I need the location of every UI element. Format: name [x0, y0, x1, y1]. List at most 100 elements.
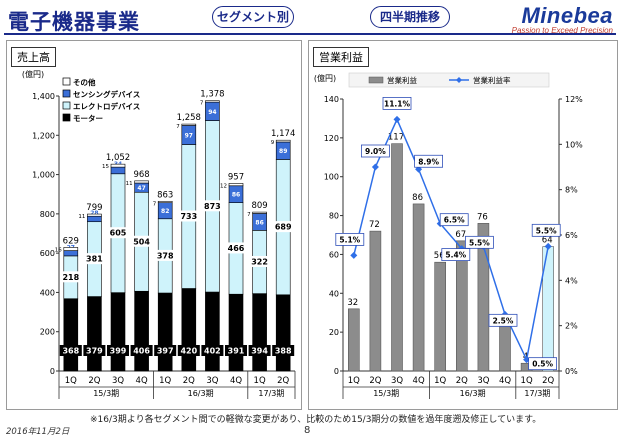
op-xtick-label: 4Q	[499, 376, 511, 386]
sales-electro-label-bg	[107, 227, 129, 239]
op-bar-value: 76	[477, 212, 488, 222]
sales-motor-label-bg	[248, 345, 271, 356]
op-panel: 営業利益 (億円) 0 20 40 60 80 100 120 140 0% 2% 4% 6% 8% 10%…	[308, 40, 618, 410]
sales-sensing-value: 94	[208, 109, 216, 116]
op-rate-label-box	[439, 213, 469, 227]
op-rate-label-box	[335, 232, 365, 246]
op-rate-label-box	[441, 248, 471, 262]
op-bar	[499, 324, 511, 372]
op-y2tick-label: 4%	[565, 276, 578, 285]
sales-sensing-value: 82	[161, 208, 169, 215]
sales-ytick-label: 200	[40, 328, 55, 337]
op-bar-value: 86	[412, 193, 423, 203]
sales-motor-label-bg	[154, 345, 177, 356]
op-legend-bar-swatch	[368, 76, 384, 84]
sales-electro-value: 466	[228, 244, 245, 253]
sales-motor-value: 388	[275, 347, 292, 356]
sales-motor-value: 402	[204, 347, 221, 356]
sales-other-value: 15	[102, 164, 109, 170]
sales-electro-value: 381	[86, 255, 103, 264]
op-rate-label-box	[464, 235, 494, 249]
sales-sensing-value: 28	[90, 210, 98, 217]
sales-motor-value: 399	[110, 347, 127, 356]
op-rate-line	[353, 117, 549, 363]
period-pill: 四半期推移	[370, 6, 450, 28]
header: 電子機器事業 セグメント別 四半期推移 Minebea Passion to E…	[0, 0, 621, 40]
sales-total-label: 809	[251, 201, 267, 211]
sales-total-label: 957	[228, 172, 244, 182]
sales-legend-swatch	[62, 113, 71, 122]
sales-motor-label-bg	[83, 345, 106, 356]
op-legend-bar-label: 営業利益	[387, 75, 417, 85]
sales-ytick-label: 1,400	[32, 92, 55, 101]
op-rate-label: 5.5%	[536, 226, 557, 235]
sales-electro-value: 322	[251, 257, 268, 266]
header-divider	[4, 33, 616, 35]
sales-period-label: 16/3期	[188, 389, 214, 398]
sales-bar-motor	[87, 296, 102, 372]
sales-legend-swatch	[62, 101, 71, 110]
sales-bar-other	[134, 180, 149, 184]
op-rate-label: 0.5%	[532, 360, 553, 369]
sales-total-label: 1,052	[106, 153, 130, 163]
op-ytick-label: 100	[324, 173, 339, 182]
op-period-label: 16/3期	[460, 389, 486, 398]
sales-other-value: 7	[176, 124, 180, 130]
sales-other-value: 9	[271, 140, 275, 146]
op-rate-label-box	[382, 97, 412, 110]
op-chart: (億円) 0 20 40 60 80 100 120 140 0% 2% 4% 6% 8% 10% 12% 32…	[314, 72, 583, 399]
op-rate-label-box	[528, 357, 558, 371]
sales-motor-label-bg	[225, 345, 247, 356]
sales-xtick-label: 2Q	[277, 376, 289, 386]
op-xtick-label: 1Q	[521, 376, 533, 386]
page-number: 8	[304, 425, 311, 436]
sales-motor-value: 406	[133, 347, 150, 356]
sales-period-label: 15/3期	[93, 389, 119, 398]
sales-bar-other	[205, 100, 220, 103]
sales-ytick-label: 1,200	[32, 131, 55, 140]
sales-bar-motor	[157, 292, 173, 372]
sales-legend-swatch	[62, 89, 71, 98]
page-title: 電子機器事業	[8, 10, 140, 34]
company-logo: Minebea Passion to Exceed Precision	[512, 3, 613, 35]
op-rate-point	[371, 163, 379, 171]
op-period-label: 15/3期	[373, 389, 399, 398]
sales-ytick-label: 400	[40, 288, 55, 297]
sales-ytick-label: 1,000	[32, 171, 55, 180]
sales-electro-label-bg	[272, 221, 295, 233]
op-rate-label: 5.4%	[445, 251, 466, 260]
op-xtick-label: 2Q	[369, 376, 381, 386]
sales-total-label: 629	[63, 236, 79, 246]
op-ytick-label: 40	[329, 289, 339, 298]
sales-other-value: 7	[247, 212, 251, 218]
sales-motor-label-bg	[272, 345, 295, 356]
op-ytick-label: 120	[324, 134, 339, 143]
sales-bar-motor	[110, 292, 126, 372]
sales-panel: 売上高 (億円) 0 200 400 600 800 1,000 1,200 1,400 368 2…	[6, 40, 302, 410]
op-xtick-label: 2Q	[542, 376, 554, 386]
sales-legend-swatch	[62, 77, 71, 86]
sales-legend-label: その他	[73, 77, 96, 87]
op-y2tick-label: 6%	[565, 231, 578, 240]
op-rate-label-box	[414, 154, 443, 168]
sales-electro-label-bg	[83, 253, 106, 265]
op-bar	[456, 240, 468, 372]
op-bar	[434, 261, 446, 372]
op-y2tick-label: 0%	[565, 367, 578, 376]
sales-legend-label: エレクトロデバイス	[73, 101, 140, 111]
sales-motor-value: 420	[180, 347, 197, 356]
sales-electro-value: 733	[180, 212, 197, 221]
sales-motor-value: 368	[62, 347, 79, 356]
op-y2tick-label: 10%	[565, 140, 583, 149]
op-legend-line-label: 営業利益率	[473, 75, 511, 85]
sales-electro-label-bg	[130, 235, 153, 247]
op-bar-value: 32	[347, 298, 358, 308]
sales-xtick-label: 2Q	[88, 376, 100, 386]
sales-electro-value: 504	[133, 237, 150, 246]
sales-total-label: 1,174	[271, 129, 295, 139]
op-ytick-label: 0	[334, 367, 339, 376]
sales-motor-value: 391	[228, 347, 245, 356]
sales-motor-label-bg	[107, 345, 129, 356]
sales-sensing-value: 47	[137, 185, 145, 192]
sales-xtick-label: 4Q	[136, 376, 148, 386]
